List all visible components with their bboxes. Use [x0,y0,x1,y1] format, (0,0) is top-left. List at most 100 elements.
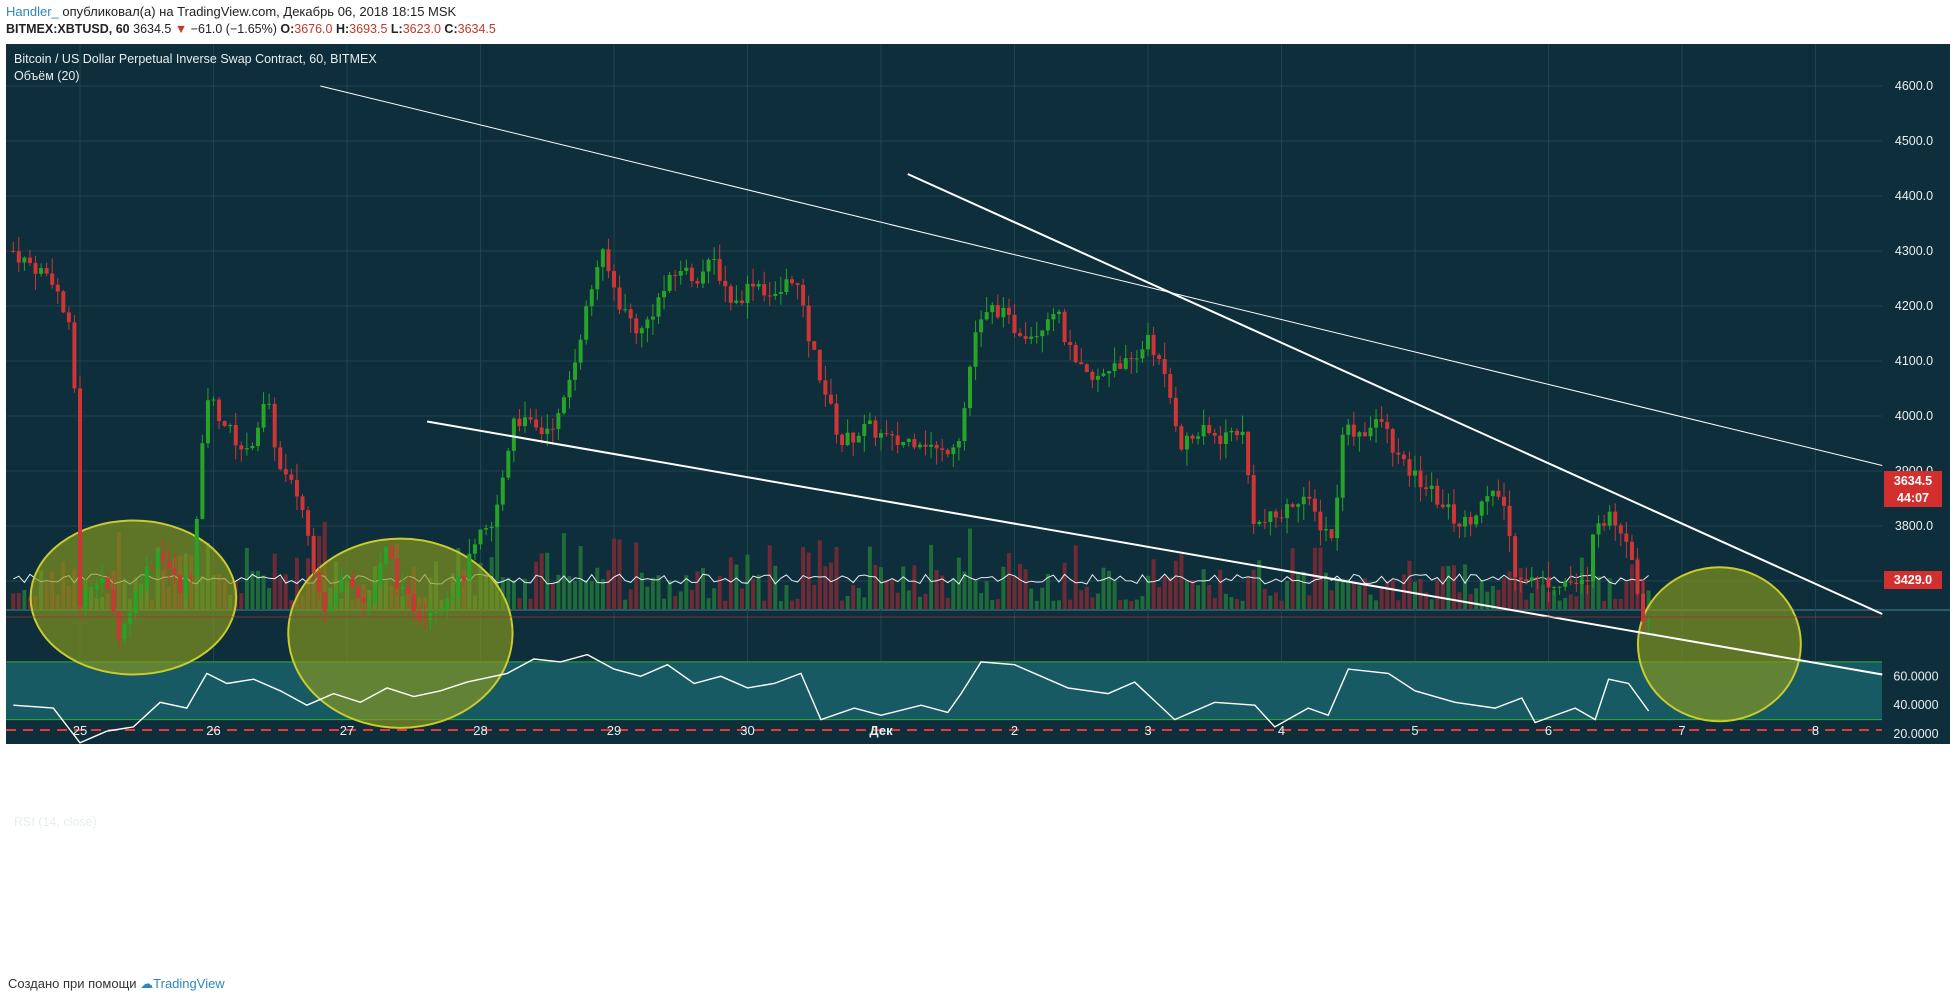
candle-body-169 [951,447,956,455]
volume-bar-254 [1424,592,1429,609]
volume-bar-135 [762,600,767,609]
volume-bar-163 [917,596,922,609]
price-tick-2: 4400.0 [1895,189,1933,203]
candle-body-175 [984,312,989,320]
candle-body-47 [272,403,277,448]
candle-body-195 [1095,375,1100,380]
candle-body-222 [1246,431,1251,476]
volume-bar-42 [244,547,249,609]
candle-body-74 [422,619,427,621]
volume-bar-257 [1440,566,1445,609]
volume-label[interactable]: Объём (20) [14,69,80,83]
volume-bar-103 [584,579,589,609]
candle-body-168 [945,449,950,455]
volume-bar-194 [1090,597,1095,609]
candle-body-235 [1318,511,1323,531]
volume-bar-171 [962,571,967,609]
candle-body-194 [1090,371,1095,380]
volume-bar-148 [834,546,839,609]
volume-bar-198 [1112,580,1117,609]
candle-body-26 [155,552,160,568]
candle-body-8 [55,284,60,292]
candle-body-34 [200,443,205,519]
candle-body-212 [1190,435,1195,439]
volume-bar-204 [1146,575,1150,609]
volume-bar-165 [929,544,934,609]
rsi-series [13,653,1650,744]
candle-body-52 [300,496,305,511]
candle-body-197 [1107,371,1112,374]
candle-body-78 [445,600,450,610]
candle-body-37 [217,399,222,422]
candle-body-97 [550,428,555,430]
time-tick-5: 30 [740,723,754,738]
candle-body-205 [1151,334,1156,356]
candle-body-107 [606,249,611,272]
rsi-label[interactable]: RSI (14, close) [14,815,97,829]
candle-body-64 [367,602,372,604]
price-tick-0: 4600.0 [1895,79,1933,93]
candle-body-154 [867,420,872,424]
candle-body-66 [378,563,383,586]
tradingview-link[interactable]: TradingView [153,976,225,991]
volume-bar-176 [990,600,995,609]
candle-body-147 [828,394,833,404]
candle-body-245 [1374,419,1379,428]
volume-bar-173 [973,580,978,609]
volume-bar-272 [1524,599,1529,609]
volume-bar-154 [867,546,872,609]
trendlines[interactable] [320,85,1883,676]
volume-bar-261 [1463,564,1468,609]
candle-body-55 [317,572,322,592]
volume-bar-105 [595,567,600,609]
volume-bar-217 [1218,569,1223,609]
level-badge: 3429.0 [1894,573,1932,587]
volume-bar-186 [1045,573,1050,609]
candle-body-243 [1362,432,1367,437]
volume-bar-273 [1529,593,1534,609]
volume-bar-214 [1201,569,1206,609]
volume-bar-177 [995,599,1000,609]
volume-bar-231 [1296,574,1301,609]
volume-bar-258 [1446,565,1451,609]
candle-body-61 [350,577,355,588]
volume-bar-288 [1613,598,1618,609]
candle-body-53 [306,510,311,536]
candle-body-230 [1290,504,1295,507]
volume-bar-270 [1513,580,1518,609]
volume-bar-212 [1190,579,1195,609]
candle-body-192 [1079,362,1084,365]
volume-bar-95 [539,553,544,609]
candle-body-124 [701,271,705,284]
candle-body-126 [712,259,717,261]
candle-body-284 [1591,534,1595,582]
candle-body-208 [1168,374,1173,398]
price-change: −61.0 (−1.65%) [190,22,277,36]
candle-body-266 [1490,490,1495,497]
highlight-ellipse-0 [29,519,238,676]
price-axis[interactable] [1882,44,1950,716]
candle-body-178 [1001,307,1006,318]
volume-bar-202 [1134,599,1139,609]
volume-bar-187 [1051,600,1056,609]
candle-body-258 [1446,504,1451,508]
volume-bar-47 [272,553,277,609]
volume-bar-240 [1346,579,1351,609]
volume-bar-157 [884,579,889,609]
volume-bar-199 [1118,600,1123,609]
candle-body-95 [539,427,544,434]
volume-bar-147 [828,562,833,609]
open-label: O: [280,22,295,36]
candle-body-183 [1029,336,1034,339]
volume-bar-239 [1340,578,1345,609]
chart-canvas[interactable]: 4600.0 4500.0 4400.0 4300.0 4200.0 4100.0 4000… [0,44,1956,970]
volume-bar-123 [695,571,700,609]
author-link[interactable]: Handler_ [6,4,59,19]
price-pane[interactable] [6,44,1882,609]
candle-body-35 [205,400,210,444]
candle-body-43 [250,446,255,449]
candle-body-110 [623,309,628,311]
volume-bar-215 [1207,584,1212,609]
volume-bar-225 [1262,588,1267,609]
time-tick-10: 5 [1411,723,1418,738]
